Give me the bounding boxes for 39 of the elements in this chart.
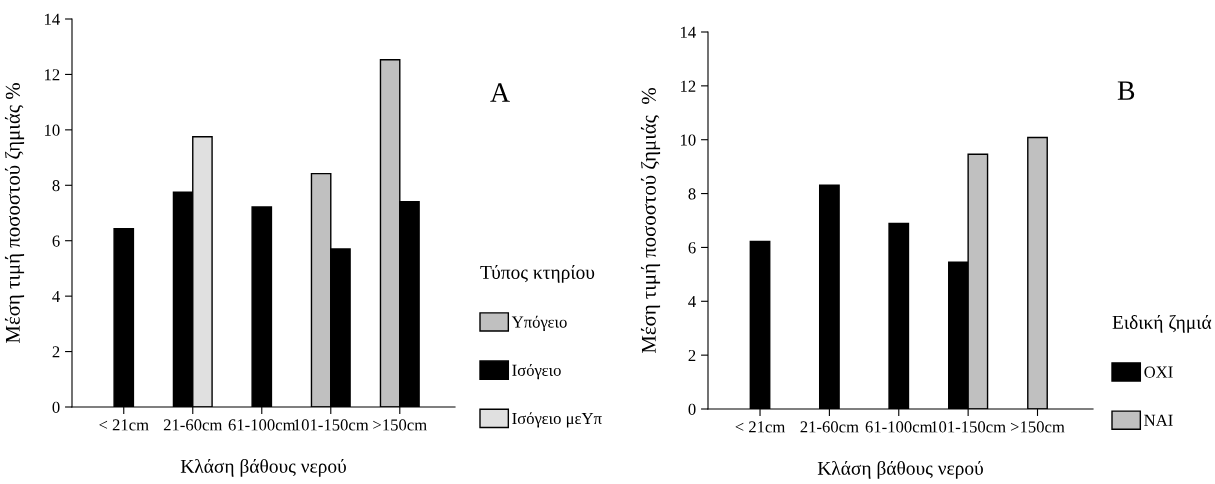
legend-label: ΟΧΙ — [1144, 366, 1173, 378]
y-tick-label: 12 — [44, 69, 60, 81]
legend-title: Ειδική ζημιά — [1112, 315, 1212, 333]
y-tick-label: 12 — [680, 80, 696, 92]
x-tick-label: 101-150cm — [294, 419, 369, 431]
legend-label: Υπόγειο — [511, 315, 567, 332]
legend-label: ΝΑΙ — [1144, 414, 1173, 426]
y-tick-label: 6 — [688, 242, 696, 254]
y-tick-label: 10 — [680, 134, 696, 146]
y-tick-label: 0 — [52, 401, 60, 413]
x-tick-label: 101-150cm — [931, 421, 1006, 433]
x-tick-label: 21-60cm — [163, 419, 223, 431]
x-tick-label: < 21cm — [99, 419, 149, 431]
x-tick-label: >150cm — [1010, 421, 1065, 433]
text: B — [1117, 81, 1135, 100]
y-tick-label: 4 — [688, 296, 696, 308]
x-axis-title: Κλάση βάθους νερού — [817, 460, 983, 479]
y-tick-label: 6 — [52, 235, 60, 247]
legend-label: Ισόγειο — [512, 363, 561, 380]
text: A — [490, 83, 510, 102]
legend-title: Τύπος κτηρίου — [480, 265, 595, 283]
y-tick-label: 2 — [52, 346, 60, 358]
y-tick-label: 2 — [688, 349, 696, 361]
y-tick-label: 0 — [688, 403, 696, 415]
x-tick-label: 61-100cm — [228, 419, 296, 431]
y-tick-label: 8 — [52, 179, 60, 192]
x-tick-label: >150cm — [373, 419, 427, 431]
y-tick-label: 14 — [680, 26, 696, 38]
y-tick-label: 10 — [44, 124, 60, 136]
y-axis-title: Μέση τιμή ποσοστού ζημιάς % — [640, 88, 661, 354]
y-tick-label: 14 — [44, 13, 60, 25]
x-tick-label: < 21cm — [735, 421, 786, 433]
legend-label: Ισόγειο μεΥπ — [512, 412, 602, 428]
y-tick-label: 8 — [688, 188, 696, 200]
x-tick-label: 61-100cm — [865, 421, 933, 433]
y-axis-title: Μέση τιμή ποσοστού ζημιάς % — [4, 83, 25, 343]
x-axis-title: Κλάση βάθους νερού — [180, 458, 346, 477]
x-tick-label: 21-60cm — [800, 421, 859, 433]
y-tick-label: 4 — [52, 290, 60, 302]
